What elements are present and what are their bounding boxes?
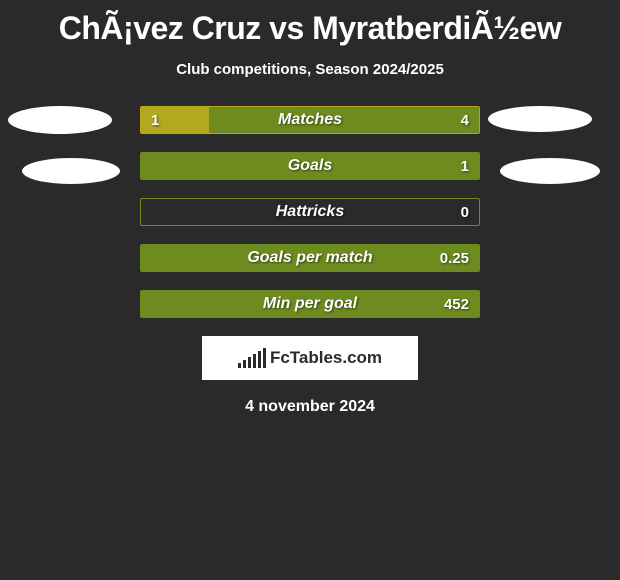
stat-value-right: 1	[461, 158, 469, 175]
stat-value-left: 1	[151, 112, 159, 129]
stat-row: Hattricks 0	[140, 198, 480, 226]
logo-text: FcTables.com	[270, 348, 382, 368]
stat-value-right: 4	[461, 112, 469, 129]
stat-row: Min per goal 452	[140, 290, 480, 318]
fctables-logo: FcTables.com	[202, 336, 418, 380]
stat-label: Matches	[278, 111, 342, 129]
stat-label: Goals per match	[247, 249, 372, 267]
stat-label: Goals	[288, 157, 332, 175]
stat-value-right: 0.25	[440, 250, 469, 267]
stat-row: Goals per match 0.25	[140, 244, 480, 272]
stat-fill-right	[209, 107, 479, 133]
subtitle: Club competitions, Season 2024/2025	[0, 61, 620, 78]
stat-label: Min per goal	[263, 295, 357, 313]
player-oval	[488, 106, 592, 132]
player-oval	[500, 158, 600, 184]
stat-value-right: 0	[461, 204, 469, 221]
player-oval	[22, 158, 120, 184]
logo-bars-icon	[238, 348, 266, 368]
page-title: ChÃ¡vez Cruz vs MyratberdiÃ½ew	[0, 0, 620, 47]
date-text: 4 november 2024	[0, 398, 620, 416]
stat-row: 1 Matches 4	[140, 106, 480, 134]
stat-row: Goals 1	[140, 152, 480, 180]
stat-label: Hattricks	[276, 203, 344, 221]
player-oval	[8, 106, 112, 134]
stat-value-right: 452	[444, 296, 469, 313]
comparison-chart: 1 Matches 4 Goals 1 Hattricks 0 Goals per match…	[0, 106, 620, 318]
